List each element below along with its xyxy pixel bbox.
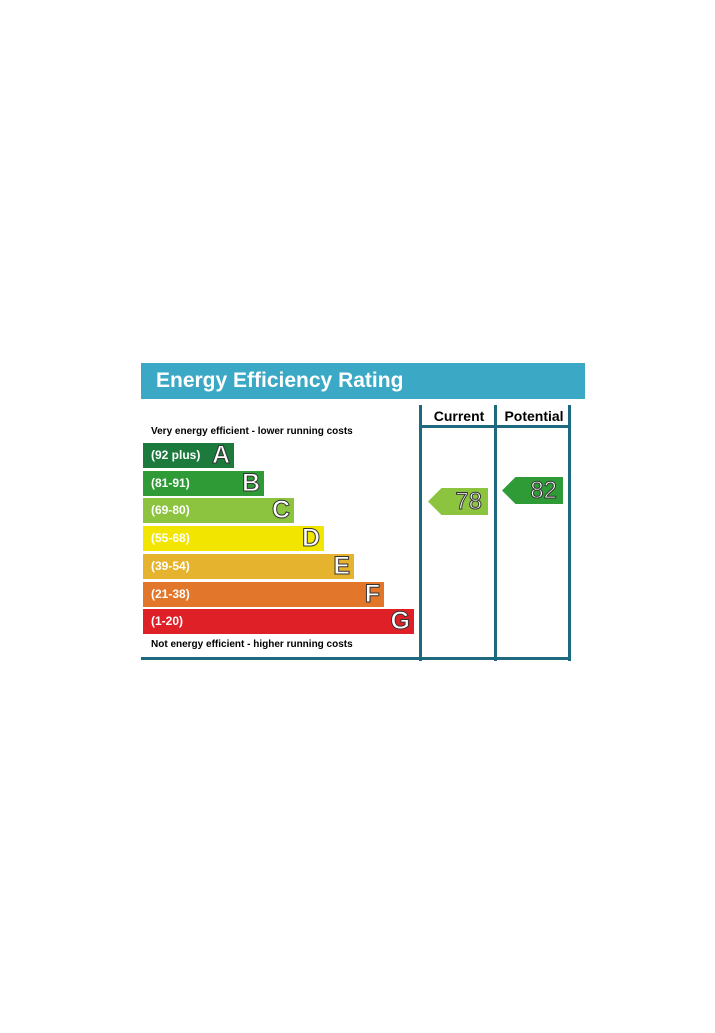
band-letter: F xyxy=(364,579,380,608)
band-range-label: (21-38) xyxy=(151,586,190,601)
band-c: (69-80) C xyxy=(143,496,294,525)
band-range-label: (1-20) xyxy=(151,614,184,629)
band-a: (92 plus) A xyxy=(143,441,234,470)
header-bar: Energy Efficiency Rating xyxy=(141,363,585,399)
band-letter: C xyxy=(271,496,290,525)
band-range-label: (92 plus) xyxy=(151,448,201,462)
divider-right xyxy=(568,405,571,661)
potential-rating-indicator-arrow xyxy=(502,476,563,504)
divider-left xyxy=(419,405,422,661)
band-range-label: (81-91) xyxy=(151,475,190,490)
band-range-label: (69-80) xyxy=(151,503,190,518)
current-rating-indicator-value: 78 xyxy=(455,488,483,516)
band-range-label: (55-68) xyxy=(151,531,190,546)
current-rating-indicator-arrow xyxy=(428,488,488,516)
current-column-header: Current xyxy=(433,408,485,424)
band-letter: G xyxy=(390,607,410,636)
band-letter: A xyxy=(211,441,230,470)
potential-rating-indicator: 82 xyxy=(502,476,563,504)
energy-efficiency-chart: Energy Efficiency Rating Current Potenti… xyxy=(141,363,585,661)
band-d: (55-68) D xyxy=(143,524,324,553)
bottom-note: Not energy efficient - higher running co… xyxy=(151,639,353,650)
band-range-label: (39-54) xyxy=(151,558,190,573)
band-g: (1-20) G xyxy=(143,607,414,636)
bottom-rule xyxy=(141,657,571,660)
band-letter: D xyxy=(301,524,320,553)
band-e: (39-54) E xyxy=(143,551,354,580)
chart-title: Energy Efficiency Rating xyxy=(156,369,404,392)
band-f: (21-38) F xyxy=(143,579,384,608)
potential-rating-indicator-value: 82 xyxy=(530,476,558,504)
potential-rating-indicator-arrow-shape xyxy=(502,476,563,504)
divider-middle xyxy=(494,405,497,661)
column-header-rule xyxy=(419,425,571,428)
band-letter: E xyxy=(333,551,351,580)
current-rating-indicator-arrow-shape xyxy=(428,488,488,516)
band-b: (81-91) B xyxy=(143,468,264,497)
band-letter: B xyxy=(241,468,260,497)
current-rating-indicator: 78 xyxy=(428,488,488,516)
potential-column-header: Potential xyxy=(504,408,564,424)
top-note: Very energy efficient - lower running co… xyxy=(151,426,353,437)
